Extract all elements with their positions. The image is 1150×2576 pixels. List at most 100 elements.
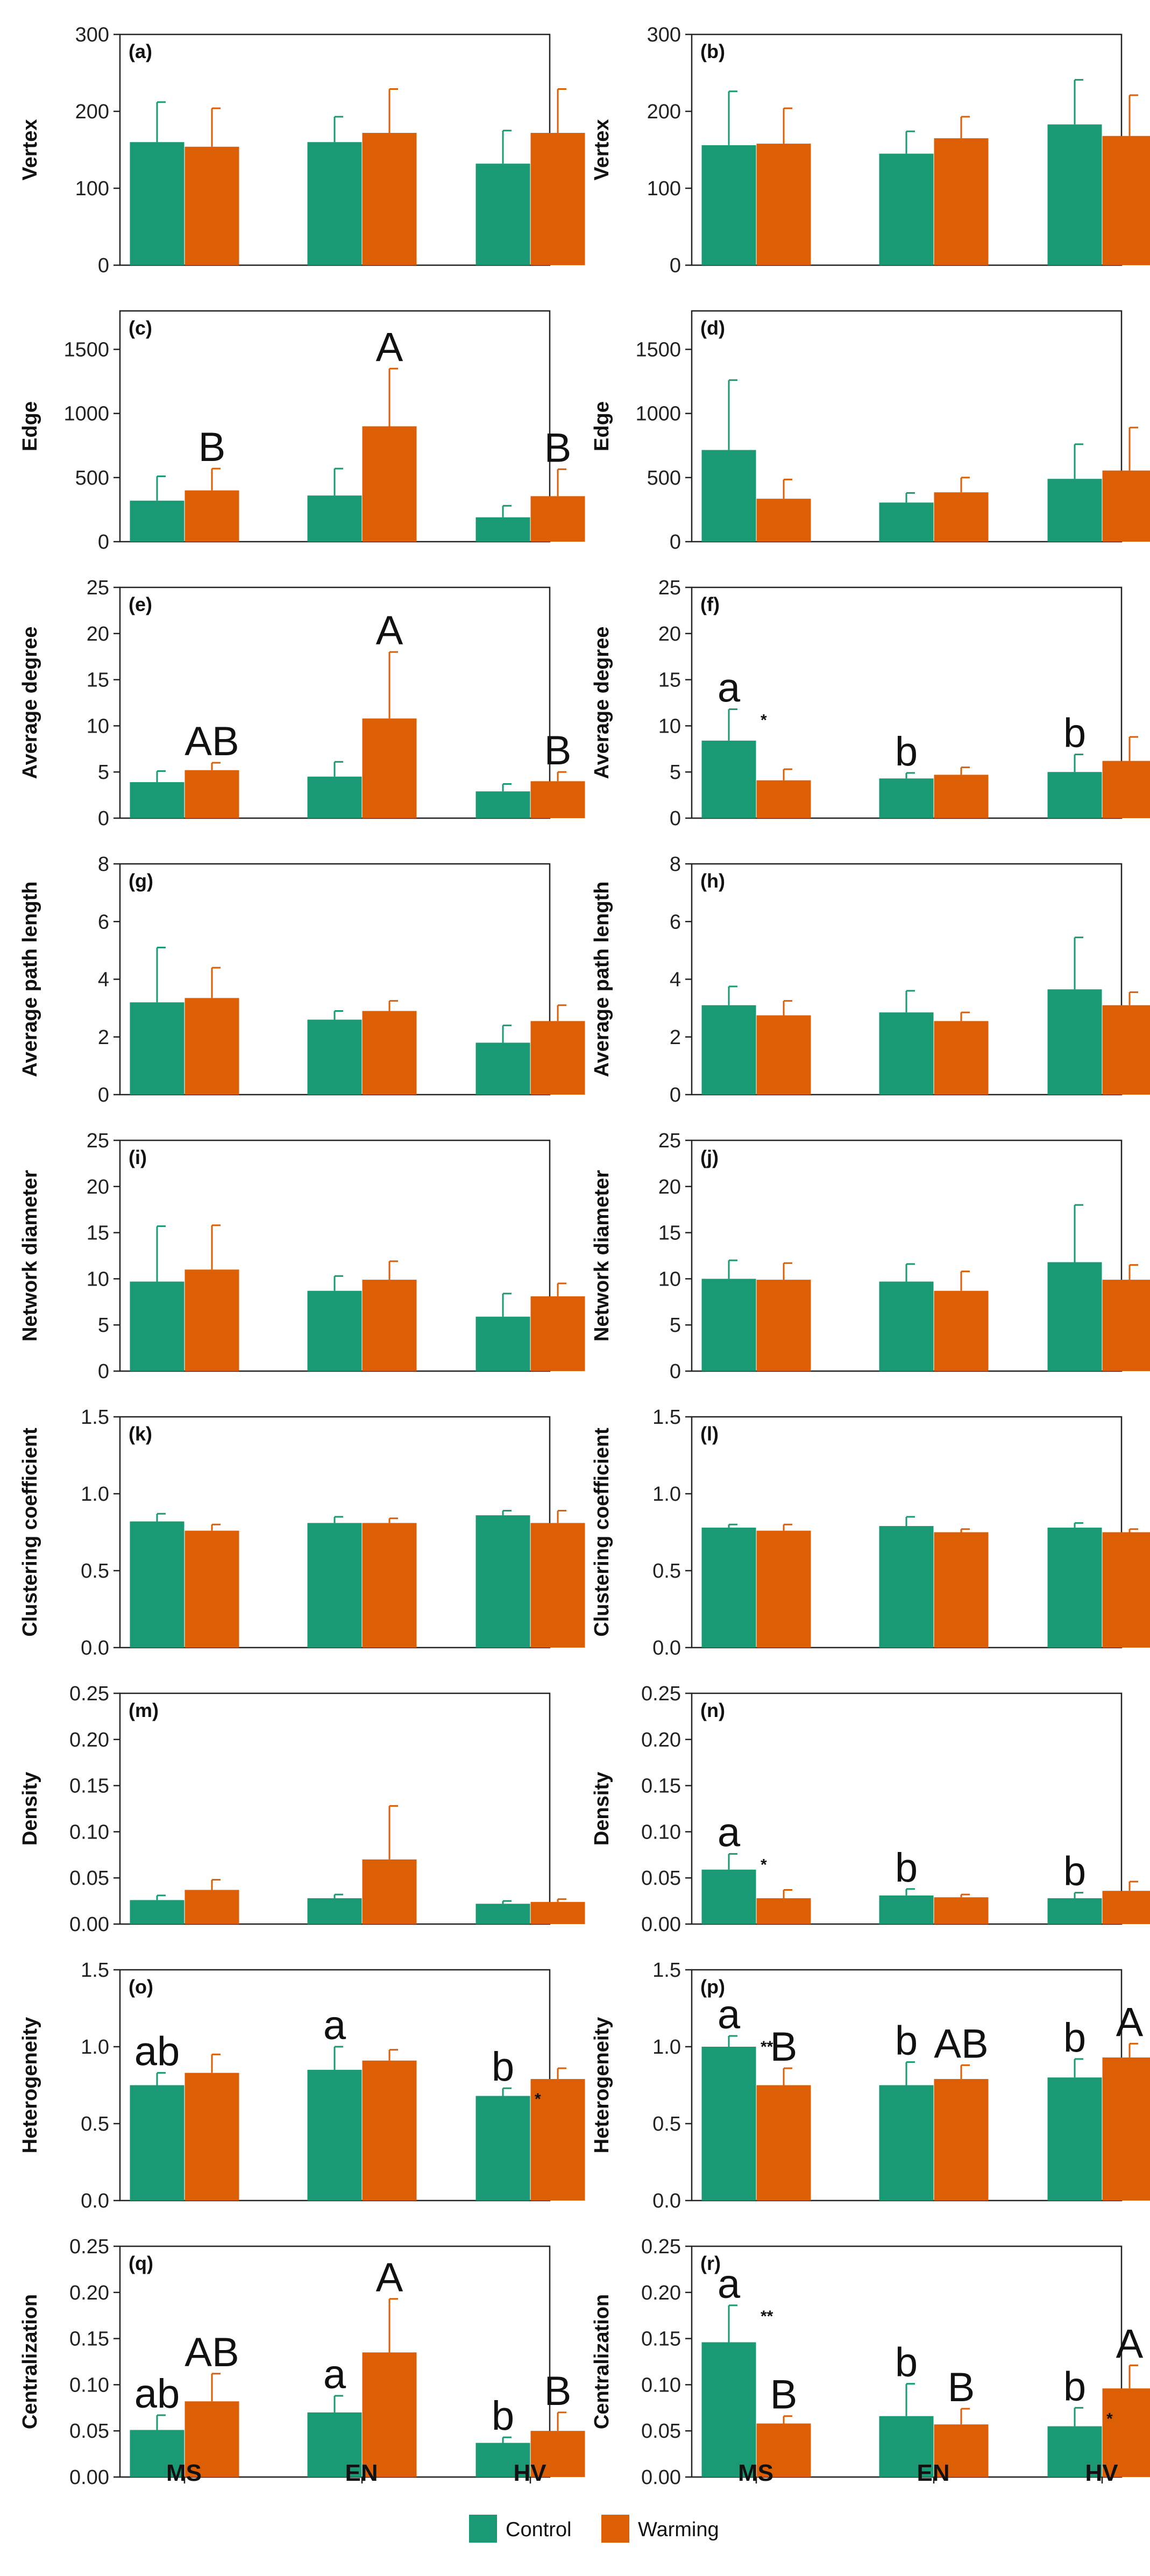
panel-b-label: (b) bbox=[700, 40, 725, 62]
panel-i-bar-warming-ms bbox=[184, 1269, 239, 1371]
panel-e-label: (e) bbox=[129, 593, 152, 615]
panel-r-ytick-label-4: 0.20 bbox=[641, 2282, 681, 2304]
panel-a-bar-warming-hv bbox=[530, 133, 585, 265]
panel-g: 0 2 4 6 8 Average path length (g) bbox=[19, 853, 585, 1106]
panel-j-label: (j) bbox=[700, 1146, 719, 1168]
panels: 0100200300Vertex(a)0100200300Vertex(b)05… bbox=[19, 24, 1150, 2489]
panel-b-bar-control-hv bbox=[1047, 124, 1102, 265]
panel-d-bar-control-hv bbox=[1047, 479, 1102, 542]
panel-d-bar-warming-hv bbox=[1102, 470, 1150, 542]
panel-a-bar-control-ms bbox=[130, 142, 184, 265]
panel-a-ylabel: Vertex bbox=[19, 119, 41, 180]
panel-q-ytick-label-1: 0.05 bbox=[69, 2420, 109, 2443]
panel-l-label: (l) bbox=[700, 1423, 719, 1445]
panel-b-ytick-label-2: 200 bbox=[647, 101, 681, 123]
panel-l-bar-control-hv bbox=[1047, 1527, 1102, 1648]
panel-h-ytick-label-3: 6 bbox=[670, 911, 681, 933]
panel-k-bar-warming-hv bbox=[530, 1523, 585, 1648]
panel-i-ytick-label-3: 15 bbox=[87, 1222, 109, 1245]
panel-p-bar-warming-ms bbox=[756, 2085, 811, 2201]
panel-i-ylabel: Network diameter bbox=[19, 1170, 41, 1342]
panel-q-label: (q) bbox=[129, 2252, 153, 2274]
panel-f-ytick-label-5: 25 bbox=[658, 577, 681, 599]
panel-e-ytick-label-2: 10 bbox=[87, 715, 109, 737]
panel-r-ytick-label-1: 0.05 bbox=[641, 2420, 681, 2443]
panel-q-sig-letter-5: B bbox=[544, 2368, 572, 2414]
panel-c-sig-letter-1: A bbox=[376, 324, 403, 370]
panel-p-bar-control-hv bbox=[1047, 2077, 1102, 2201]
panel-m-bar-warming-hv bbox=[530, 1901, 585, 1924]
panel-m-ytick-label-0: 0.00 bbox=[69, 1913, 109, 1936]
panel-q: 0.00 0.05 0.10 0.15 0.20 0.25 Centralization (q… bbox=[19, 2236, 585, 2489]
panel-e-sig-letter-0: AB bbox=[184, 719, 239, 764]
panel-m-bar-control-ms bbox=[130, 1900, 184, 1924]
panel-d-ytick-label-3: 1500 bbox=[635, 339, 681, 361]
panel-f-ytick-label-2: 10 bbox=[658, 715, 681, 737]
panel-d-ytick-label-2: 1000 bbox=[635, 403, 681, 425]
panel-r-bar-warming-en bbox=[934, 2424, 989, 2477]
panel-b-ytick-label-1: 100 bbox=[647, 178, 681, 200]
panel-p-sig-letter-1: B bbox=[770, 2024, 798, 2070]
panel-o-label: (o) bbox=[129, 1976, 153, 1998]
panel-o-ylabel: Heterogeneity bbox=[19, 2017, 41, 2153]
panel-j-ytick-label-3: 15 bbox=[658, 1222, 681, 1245]
panel-e-ytick-label-0: 0 bbox=[98, 807, 109, 830]
panel-a-bar-warming-ms bbox=[184, 146, 239, 265]
panel-p-label: (p) bbox=[700, 1976, 725, 1998]
panel-a: 0 100 200 300 Vertex (a) bbox=[19, 24, 585, 277]
panel-q-ytick-label-2: 0.10 bbox=[69, 2374, 109, 2396]
panel-k-ytick-label-0: 0.0 bbox=[81, 1637, 109, 1659]
panel-n-sig-letter-2: b bbox=[1063, 1849, 1086, 1894]
panel-h-bar-control-hv bbox=[1047, 989, 1102, 1095]
panel-a-label: (a) bbox=[129, 40, 152, 62]
panel-r-ytick-label-0: 0.00 bbox=[641, 2466, 681, 2489]
panel-a-ytick-label-3: 300 bbox=[75, 24, 109, 46]
panel-o-bar-warming-ms bbox=[184, 2073, 239, 2201]
panel-j: 0 5 10 15 20 25 Network diameter (j) bbox=[591, 1130, 1150, 1383]
panel-n-bar-control-hv bbox=[1047, 1898, 1102, 1924]
panel-p-ytick-label-2: 1.0 bbox=[652, 2036, 681, 2059]
panel-k: 0.0 0.5 1.0 1.5 Clustering coefficient (k) bbox=[19, 1406, 585, 1659]
panel-r-sig-letter-4: b bbox=[1063, 2364, 1086, 2409]
panel-k-ytick-label-2: 1.0 bbox=[81, 1483, 109, 1506]
panel-d-bar-control-en bbox=[879, 502, 934, 542]
panel-h-ylabel: Average path length bbox=[591, 882, 613, 1077]
panel-q-sig-letter-4: b bbox=[492, 2393, 514, 2439]
panel-o-bar-control-ms bbox=[130, 2085, 184, 2201]
panel-r-sig-letter-5: A bbox=[1116, 2321, 1144, 2367]
panel-q-sig-letter-2: a bbox=[323, 2352, 346, 2397]
panel-f-ytick-label-1: 5 bbox=[670, 761, 681, 784]
panel-g-ytick-label-1: 2 bbox=[98, 1026, 109, 1049]
panel-i-bar-control-hv bbox=[475, 1316, 530, 1371]
panel-p-bar-warming-hv bbox=[1102, 2057, 1150, 2201]
panel-e-ytick-label-5: 25 bbox=[87, 577, 109, 599]
panel-q-sig-letter-3: A bbox=[376, 2255, 403, 2301]
legend-label-warming: Warming bbox=[638, 2518, 719, 2541]
panel-n-ytick-label-3: 0.15 bbox=[641, 1775, 681, 1798]
panel-c-ylabel: Edge bbox=[19, 401, 41, 451]
panel-e-bar-warming-ms bbox=[184, 770, 239, 818]
panel-f-bar-warming-ms bbox=[756, 780, 811, 818]
panel-f-bar-control-ms bbox=[701, 740, 756, 818]
panel-r-bar-control-ms bbox=[701, 2342, 756, 2477]
panel-f-bar-warming-en bbox=[934, 775, 989, 818]
panel-c-bar-control-ms bbox=[130, 500, 184, 542]
panel-r-sig-star-1: * bbox=[1106, 2410, 1113, 2428]
panel-n-bar-control-ms bbox=[701, 1869, 756, 1924]
panel-f-sig-star-0: * bbox=[761, 712, 767, 729]
panel-o-ytick-label-0: 0.0 bbox=[81, 2190, 109, 2212]
panel-p-sig-letter-4: b bbox=[1063, 2015, 1086, 2061]
panel-n-sig-letter-1: b bbox=[895, 1845, 918, 1891]
panel-b-ytick-label-3: 300 bbox=[647, 24, 681, 46]
panel-f-bar-control-en bbox=[879, 778, 934, 818]
panel-m: 0.00 0.05 0.10 0.15 0.20 0.25 Density (m) bbox=[19, 1683, 585, 1936]
panel-e-bar-warming-en bbox=[362, 718, 417, 818]
panel-k-ytick-label-3: 1.5 bbox=[81, 1406, 109, 1429]
panel-r-sig-letter-1: B bbox=[770, 2372, 798, 2418]
panel-f-sig-letter-2: b bbox=[1063, 711, 1086, 756]
panel-g-bar-control-hv bbox=[475, 1042, 530, 1095]
panel-r-bar-warming-ms bbox=[756, 2423, 811, 2477]
panel-g-bar-control-ms bbox=[130, 1002, 184, 1095]
